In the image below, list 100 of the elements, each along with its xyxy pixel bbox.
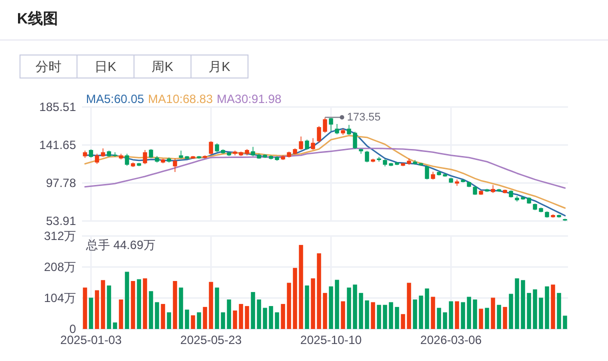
- bar: [316, 253, 322, 329]
- bar: [526, 292, 532, 329]
- bar: [490, 298, 496, 329]
- bar: [394, 306, 400, 329]
- candlestick: [316, 126, 322, 144]
- bar: [124, 272, 130, 329]
- bar: [400, 314, 406, 329]
- candlestick: [208, 140, 214, 155]
- bar: [454, 301, 460, 329]
- bar: [376, 304, 382, 329]
- bar: [82, 288, 88, 329]
- chart-title: K线图: [17, 10, 58, 28]
- candlestick: [298, 136, 304, 150]
- bar: [100, 280, 106, 329]
- candlestick: [142, 149, 148, 165]
- bar: [286, 282, 292, 329]
- candlestick: [172, 158, 178, 172]
- bar: [484, 308, 490, 329]
- candlestick: [364, 150, 370, 163]
- candlestick: [124, 153, 130, 166]
- bar: [310, 278, 316, 329]
- bar: [460, 302, 466, 329]
- y-tick-label: 97.78: [46, 176, 76, 190]
- text: 周K: [152, 59, 174, 74]
- y-tick-label: 312万: [44, 229, 76, 243]
- bar: [556, 292, 562, 329]
- bar: [274, 312, 280, 329]
- bar: [430, 296, 436, 329]
- bar: [208, 282, 214, 329]
- bar: [544, 286, 550, 329]
- bar: [280, 304, 286, 329]
- bar: [262, 308, 268, 329]
- bar: [388, 302, 394, 329]
- bar: [532, 289, 538, 329]
- bar: [370, 302, 376, 329]
- bar: [562, 316, 568, 329]
- bar: [304, 285, 310, 329]
- bar: [184, 310, 190, 329]
- candlestick: [352, 131, 358, 150]
- bar: [238, 304, 244, 329]
- bar: [130, 281, 136, 329]
- bar: [106, 285, 112, 329]
- bar: [448, 301, 454, 329]
- text: 月K: [208, 59, 231, 74]
- bar: [136, 279, 142, 329]
- bar: [364, 300, 370, 329]
- bar: [514, 278, 520, 329]
- bar: [418, 296, 424, 329]
- bar: [94, 290, 100, 329]
- text: MA30:91.98: [216, 92, 282, 106]
- bar: [334, 280, 340, 329]
- bar: [478, 308, 484, 329]
- candlestick: [424, 165, 430, 180]
- text: MA10:68.83: [148, 92, 214, 106]
- bar: [328, 286, 334, 329]
- bar: [436, 308, 442, 329]
- y-tick-label: 208万: [44, 260, 76, 274]
- bar: [166, 312, 172, 329]
- y-tick-label: 141.65: [39, 138, 76, 152]
- bar: [406, 282, 412, 329]
- bar: [466, 296, 472, 329]
- bar: [88, 298, 94, 329]
- line-series: [84, 128, 566, 216]
- bar: [214, 288, 220, 329]
- line-series: [84, 134, 566, 209]
- bar: [154, 302, 160, 329]
- bar: [442, 312, 448, 329]
- bar: [340, 301, 346, 329]
- candlestick: [94, 153, 100, 164]
- candlestick: [334, 123, 340, 135]
- line-series: [84, 148, 566, 189]
- bar: [220, 312, 226, 329]
- y-tick-label: 0: [69, 322, 76, 336]
- bar: [268, 306, 274, 329]
- bar: [502, 306, 508, 329]
- bar: [202, 306, 208, 329]
- bar: [358, 292, 364, 329]
- annotation: 173.55: [347, 111, 381, 124]
- bar: [424, 288, 430, 329]
- text: 总手 44.69万: [85, 238, 156, 252]
- x-tick-label: 2025-10-10: [300, 333, 362, 347]
- bar: [142, 278, 148, 329]
- bar: [118, 299, 124, 329]
- candlestick: [250, 146, 256, 157]
- candlestick: [346, 124, 352, 136]
- bar: [520, 280, 526, 329]
- text: 日K: [94, 59, 117, 74]
- bar: [226, 299, 232, 329]
- bar: [322, 292, 328, 329]
- x-tick-label: 2025-05-23: [180, 333, 242, 347]
- bar: [178, 288, 184, 329]
- bar: [112, 322, 118, 329]
- bar: [352, 284, 358, 329]
- y-tick-label: 53.91: [46, 214, 76, 228]
- text: MA5:60.05: [86, 92, 144, 106]
- bar: [508, 294, 514, 329]
- y-tick-label: 185.51: [39, 100, 76, 114]
- bar: [160, 304, 166, 329]
- bar: [232, 310, 238, 329]
- x-tick-label: 2025-01-03: [60, 333, 122, 347]
